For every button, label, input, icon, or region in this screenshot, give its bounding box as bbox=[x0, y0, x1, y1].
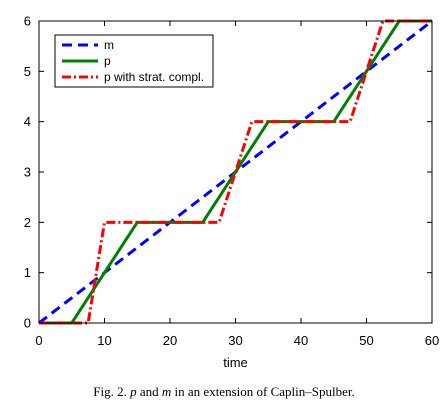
plot-lines bbox=[38, 19, 433, 325]
caption-var-p: p bbox=[130, 384, 137, 399]
x-tick-label: 0 bbox=[35, 333, 42, 348]
x-tick-label: 10 bbox=[97, 333, 111, 348]
y-tick-label: 0 bbox=[24, 316, 31, 331]
chart-svg: 0 10 20 30 40 50 60 0 1 2 3 4 5 6 time mp p with strat… bbox=[24, 14, 439, 371]
series-line-2 bbox=[39, 19, 432, 325]
legend-label: m bbox=[104, 38, 114, 52]
caption-and: and bbox=[139, 384, 159, 399]
legend-label: p bbox=[104, 54, 111, 68]
axis-tick-labels: 0 10 20 30 40 50 60 0 1 2 3 4 5 6 bbox=[24, 14, 439, 349]
caption-var-m: m bbox=[161, 384, 172, 399]
y-tick-label: 3 bbox=[24, 165, 31, 180]
x-axis-title: time bbox=[223, 355, 248, 370]
caption-suffix: in an extension of Caplin–Spulber. bbox=[174, 384, 355, 399]
y-tick-label: 6 bbox=[24, 14, 31, 29]
x-tick-label: 60 bbox=[425, 333, 439, 348]
figure-caption: Fig. 2. p and m in an extension of Capli… bbox=[0, 384, 448, 408]
y-tick-label: 4 bbox=[24, 114, 31, 129]
x-tick-label: 20 bbox=[163, 333, 177, 348]
y-tick-label: 2 bbox=[24, 215, 31, 230]
caption-prefix: Fig. 2. bbox=[93, 384, 127, 399]
y-tick-label: 1 bbox=[24, 265, 31, 280]
legend-label: p with strat. compl. bbox=[104, 70, 204, 84]
y-tick-label: 5 bbox=[24, 64, 31, 79]
x-tick-label: 50 bbox=[359, 333, 373, 348]
axis-ticks bbox=[38, 20, 433, 324]
x-tick-label: 40 bbox=[294, 333, 308, 348]
legend: mp p with strat. compl. bbox=[54, 34, 214, 88]
x-tick-label: 30 bbox=[228, 333, 242, 348]
